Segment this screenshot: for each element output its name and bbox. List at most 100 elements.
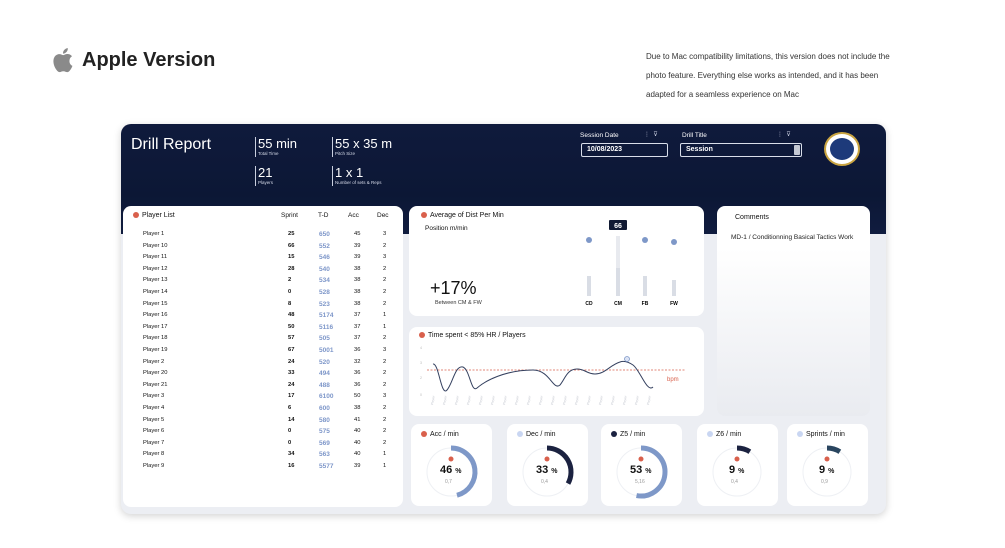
acc-value: 50 [354, 393, 361, 400]
comments-card: Comments MD-1 / Conditionning Basical Ta… [717, 206, 870, 416]
svg-text:Player: Player [622, 395, 628, 406]
svg-text:Player: Player [646, 395, 652, 406]
table-row[interactable]: Player 2 24 520 32 2 [123, 359, 403, 371]
gauge-card: Acc / min 46% 0,7 [411, 424, 492, 506]
table-row[interactable]: Player 14 0 528 38 2 [123, 289, 403, 301]
dec-value: 3 [383, 347, 387, 353]
table-row[interactable]: Player 1 25 650 45 3 [123, 231, 403, 243]
td-value: 563 [319, 451, 330, 459]
session-date-filter-icons[interactable]: ⋮ ⊽ [644, 132, 658, 138]
table-row[interactable]: Player 18 57 505 37 2 [123, 335, 403, 347]
td-value: 600 [319, 405, 330, 412]
acc-value: 45 [354, 231, 361, 237]
point-fw [671, 239, 677, 245]
sprint-value: 28 [288, 265, 295, 272]
sprint-value: 24 [288, 358, 295, 365]
table-row[interactable]: Player 6 0 575 40 2 [123, 428, 403, 440]
td-value: 580 [319, 416, 330, 424]
table-row[interactable]: Player 19 67 5001 36 3 [123, 347, 403, 359]
table-row[interactable]: Player 16 48 5174 37 1 [123, 312, 403, 324]
acc-value: 32 [354, 358, 361, 365]
avg-dist-big-value: +17% [430, 278, 477, 298]
gauge-arc [736, 445, 752, 454]
select-scrollbar[interactable] [794, 145, 800, 155]
svg-text:Player: Player [466, 395, 472, 406]
player-name: Player 3 [143, 393, 165, 400]
player-name: Player 21 [143, 381, 168, 388]
player-name: Player 19 [143, 347, 168, 353]
column-header-acc[interactable]: Acc [348, 212, 359, 219]
table-row[interactable]: Player 12 28 540 38 2 [123, 266, 403, 278]
gauge-card: Z5 / min 53% 5,16 [601, 424, 682, 506]
dec-value: 3 [383, 231, 387, 237]
table-row[interactable]: Player 20 33 494 36 2 [123, 370, 403, 382]
table-row[interactable]: Player 8 34 563 40 1 [123, 451, 403, 463]
table-row[interactable]: Player 4 6 600 38 2 [123, 405, 403, 417]
kpi-label: Pitch Size [335, 151, 356, 156]
bar-fw [672, 280, 676, 296]
position-label-fb: FB [642, 301, 649, 307]
table-row[interactable]: Player 7 0 569 40 2 [123, 440, 403, 452]
sprint-value: 50 [288, 323, 295, 330]
x-axis-ticks: Player Player Player Player Player Playe… [430, 395, 652, 406]
drill-title-select[interactable]: Session [680, 143, 802, 157]
svg-text:2: 2 [420, 376, 422, 380]
column-header-td[interactable]: T-D [318, 212, 329, 219]
gauge-ring [712, 445, 762, 497]
point-cd [586, 237, 592, 243]
legend-dot-icon [421, 431, 427, 438]
table-row[interactable]: Player 15 8 523 38 2 [123, 301, 403, 313]
gauge-card: Sprints / min 9% 0,9 [787, 424, 868, 506]
svg-text:Player: Player [478, 395, 484, 406]
gauge-title: Sprints / min [797, 431, 845, 438]
table-row[interactable]: Player 9 16 5577 39 1 [123, 463, 403, 475]
table-row[interactable]: Player 3 17 6100 50 3 [123, 393, 403, 405]
player-name: Player 17 [143, 323, 168, 330]
dec-value: 2 [383, 428, 387, 435]
kpi-sets-reps: 1 x 1 Number of sets & Reps [332, 166, 382, 186]
kpi-value: 1 x 1 [335, 165, 364, 180]
gauge-arc [546, 445, 574, 485]
point-fb [642, 237, 648, 243]
gauge-title: Z5 / min [611, 431, 645, 438]
dec-value: 2 [383, 358, 387, 365]
bar-cd [587, 276, 591, 296]
sprint-value: 0 [288, 428, 292, 435]
dec-value: 2 [383, 370, 387, 377]
player-name: Player 20 [143, 370, 168, 377]
gauge-title: Acc / min [421, 431, 459, 438]
column-header-dec[interactable]: Dec [377, 212, 389, 219]
td-value: 534 [319, 277, 330, 285]
sprint-value: 34 [288, 451, 295, 458]
dec-value: 2 [383, 335, 387, 342]
td-value: 575 [319, 428, 330, 436]
td-value: 5577 [319, 463, 334, 470]
table-row[interactable]: Player 11 15 546 39 3 [123, 254, 403, 266]
td-value: 494 [319, 370, 330, 378]
gauge-marker-icon [544, 456, 550, 462]
sprint-value: 17 [288, 393, 295, 400]
legend-dot-icon [797, 431, 803, 438]
td-value: 520 [319, 358, 330, 366]
table-row[interactable]: Player 17 50 5116 37 1 [123, 324, 403, 336]
table-row[interactable]: Player 21 24 488 36 2 [123, 382, 403, 394]
acc-value: 41 [354, 416, 361, 423]
sprint-value: 6 [288, 405, 292, 411]
sprint-value: 16 [288, 463, 295, 469]
table-row[interactable]: Player 5 14 580 41 2 [123, 417, 403, 429]
dec-value: 2 [383, 416, 387, 423]
player-name: Player 8 [143, 451, 165, 458]
acc-value: 39 [354, 242, 361, 249]
table-row[interactable]: Player 13 2 534 38 2 [123, 277, 403, 289]
gauge-ring [522, 445, 574, 497]
column-header-sprint[interactable]: Sprint [281, 212, 298, 219]
player-name: Player 9 [143, 463, 165, 469]
avg-dist-title: Average of Dist Per Min [421, 212, 504, 219]
dec-value: 1 [383, 312, 387, 319]
session-date-select[interactable]: 10/08/2023 [581, 143, 668, 157]
gauge-title: Z6 / min [707, 431, 741, 438]
player-name: Player 1 [143, 231, 165, 237]
table-row[interactable]: Player 10 66 552 39 2 [123, 243, 403, 255]
player-name: Player 13 [143, 277, 168, 284]
drill-title-filter-icons[interactable]: ⋮ ⊽ [777, 132, 791, 138]
